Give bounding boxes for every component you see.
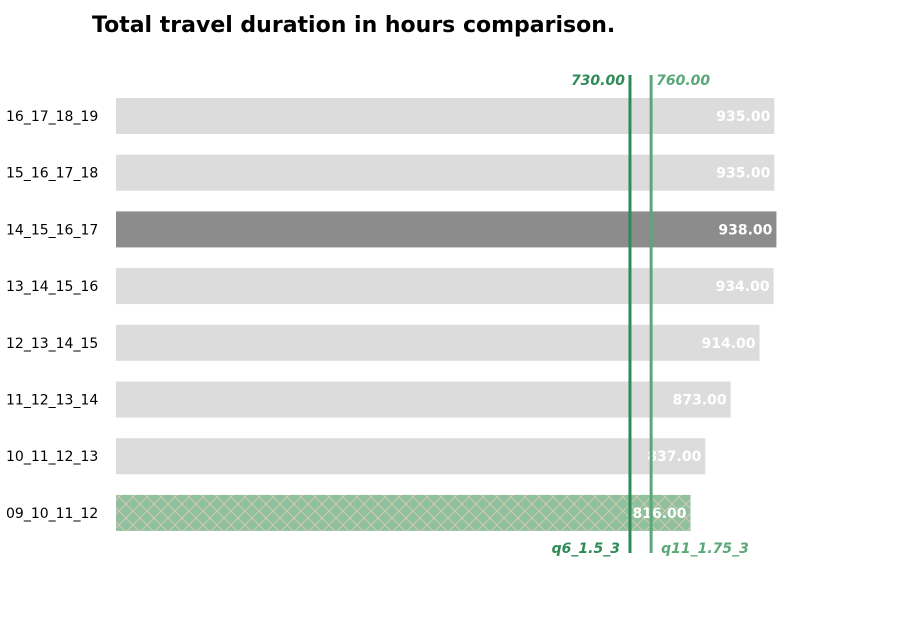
value-label: 914.00 <box>701 336 755 352</box>
bar-12_13_14_15 <box>116 324 760 361</box>
reference-line-name-label: q6_1.5_3 <box>552 541 620 557</box>
reference-line-name-label: q11_1.75_3 <box>661 541 749 557</box>
bar-10_11_12_13 <box>116 438 706 475</box>
value-label: 816.00 <box>632 506 686 522</box>
value-label: 938.00 <box>718 222 772 238</box>
value-label: 935.00 <box>716 109 770 125</box>
bar-13_14_15_16 <box>116 268 774 305</box>
category-label: 10_11_12_13 <box>6 449 98 465</box>
bar-14_15_16_17 <box>116 211 777 248</box>
category-label: 15_16_17_18 <box>6 166 98 182</box>
value-label: 934.00 <box>716 279 770 295</box>
reference-line-value-label: 760.00 <box>656 73 710 89</box>
category-label: 13_14_15_16 <box>6 279 98 295</box>
value-label: 873.00 <box>673 393 727 409</box>
bars-group: 16_17_18_19 935.00 15_16_17_18 935.00 14_15_… <box>6 98 777 531</box>
category-label: 09_10_11_12 <box>6 506 98 522</box>
bar-09_10_11_12 <box>116 494 691 531</box>
reference-lines-group: 730.00 q6_1.5_3 760.00 q11_1.75_3 <box>552 73 749 557</box>
category-label: 14_15_16_17 <box>6 222 98 238</box>
bar-16_17_18_19 <box>116 98 775 134</box>
value-label: 837.00 <box>647 449 701 465</box>
bar-15_16_17_18 <box>116 154 775 191</box>
reference-line-value-label: 730.00 <box>571 73 625 89</box>
category-label: 16_17_18_19 <box>6 109 98 125</box>
chart-title: Total travel duration in hours compariso… <box>92 13 615 38</box>
bar-11_12_13_14 <box>116 381 731 418</box>
category-label: 12_13_14_15 <box>6 336 98 352</box>
value-label: 935.00 <box>716 166 770 182</box>
category-label: 11_12_13_14 <box>6 393 98 409</box>
